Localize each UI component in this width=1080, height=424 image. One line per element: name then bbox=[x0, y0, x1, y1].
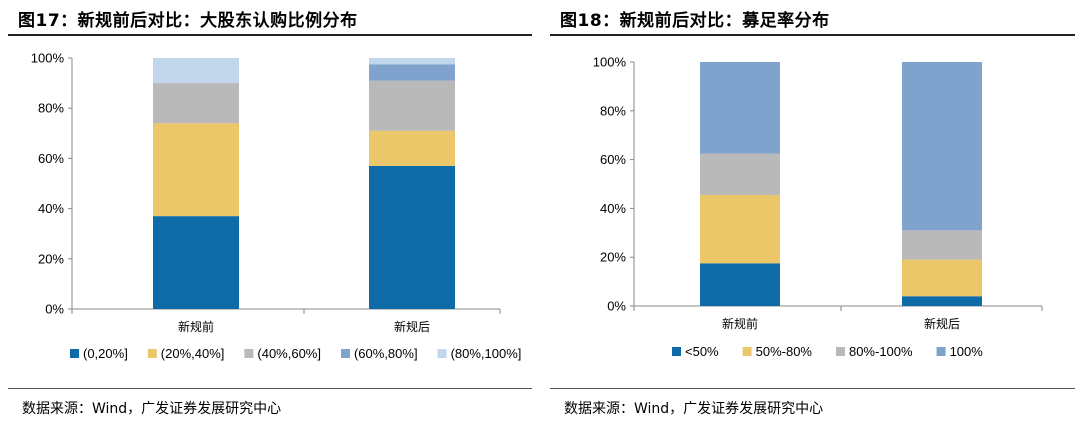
figure-18-chart: 0% 20% 40% 60% 80% 100% 新规前 新规后 <50% 50%-80% 80%-1… bbox=[593, 55, 1043, 359]
y-tick-label: 20% bbox=[38, 251, 64, 266]
bar-segment-1-3 bbox=[369, 64, 455, 81]
bar-segment-1-1 bbox=[902, 259, 982, 297]
bar-segment-1-0 bbox=[902, 296, 982, 306]
figure-17-source: 数据来源：Wind，广发证券发展研究中心 bbox=[22, 401, 282, 417]
legend-swatch bbox=[835, 347, 845, 356]
figure-18-title: 图18：新规前后对比：募足率分布 bbox=[560, 11, 830, 31]
bar-segment-0-4 bbox=[153, 58, 239, 84]
legend-label: (60%,80%] bbox=[354, 346, 418, 361]
bar-segment-0-2 bbox=[153, 83, 239, 124]
figure-17-top-rule bbox=[8, 34, 532, 36]
bar-segment-1-2 bbox=[902, 230, 982, 260]
bar-segment-1-4 bbox=[369, 58, 455, 65]
legend-swatch bbox=[340, 349, 350, 358]
y-tick-label: 100% bbox=[31, 51, 65, 66]
figure-17-chart: 0% 20% 40% 60% 80% 100% 新规前 新规后 (0,20%] (20%,40%]… bbox=[31, 51, 522, 362]
y-tick-label: 80% bbox=[600, 103, 626, 118]
legend-swatch bbox=[147, 349, 157, 358]
bar-segment-0-0 bbox=[153, 216, 239, 309]
legend-label: <50% bbox=[685, 344, 719, 359]
figure-18-panel: 图18：新规前后对比：募足率分布 0% 20% 40% 60% 80% 100% 新规前 新规… bbox=[550, 0, 1075, 424]
figure-17-bottom-rule bbox=[8, 388, 532, 389]
bar-segment-0-0 bbox=[700, 263, 780, 306]
legend-label: (20%,40%] bbox=[161, 346, 225, 361]
y-tick-label: 0% bbox=[607, 299, 626, 314]
figure-17-title: 图17：新规前后对比：大股东认购比例分布 bbox=[18, 11, 358, 31]
legend-swatch bbox=[437, 349, 447, 358]
figure-18-source: 数据来源：Wind，广发证券发展研究中心 bbox=[564, 401, 824, 417]
bar-segment-0-1 bbox=[153, 123, 239, 217]
legend-label: (40%,60%] bbox=[257, 346, 321, 361]
bar-segment-0-2 bbox=[700, 153, 780, 195]
y-tick-label: 100% bbox=[593, 55, 627, 70]
bar-segment-1-0 bbox=[369, 165, 455, 309]
legend-label: 100% bbox=[950, 344, 984, 359]
y-tick-label: 0% bbox=[45, 302, 64, 317]
figure-18-bottom-rule bbox=[550, 388, 1075, 389]
bar-segment-1-3 bbox=[902, 62, 982, 231]
x-category-label: 新规前 bbox=[722, 316, 758, 331]
x-category-label: 新规后 bbox=[924, 316, 960, 331]
y-tick-label: 40% bbox=[600, 201, 626, 216]
legend-label: 80%-100% bbox=[849, 344, 913, 359]
bar-segment-1-2 bbox=[369, 80, 455, 131]
legend-label: (0,20%] bbox=[83, 346, 128, 361]
y-tick-label: 40% bbox=[38, 201, 64, 216]
legend-label: (80%,100%] bbox=[451, 346, 522, 361]
y-tick-label: 60% bbox=[38, 151, 64, 166]
legend-swatch bbox=[70, 349, 79, 358]
legend-swatch bbox=[742, 347, 752, 356]
figure-17-panel: 图17：新规前后对比：大股东认购比例分布 0% 20% 40% 60% 80% 100% 新… bbox=[8, 0, 532, 424]
legend-swatch bbox=[244, 349, 254, 358]
y-tick-label: 80% bbox=[38, 101, 64, 116]
y-tick-label: 60% bbox=[600, 152, 626, 167]
bar-segment-1-1 bbox=[369, 130, 455, 166]
y-tick-label: 20% bbox=[600, 250, 626, 265]
x-category-label: 新规前 bbox=[178, 319, 214, 334]
legend-swatch bbox=[936, 347, 946, 356]
bar-segment-0-3 bbox=[700, 62, 780, 154]
figure-18-top-rule bbox=[550, 34, 1075, 36]
legend-swatch bbox=[672, 347, 681, 356]
legend-label: 50%-80% bbox=[756, 344, 813, 359]
x-category-label: 新规后 bbox=[394, 319, 430, 334]
bar-segment-0-1 bbox=[700, 194, 780, 264]
